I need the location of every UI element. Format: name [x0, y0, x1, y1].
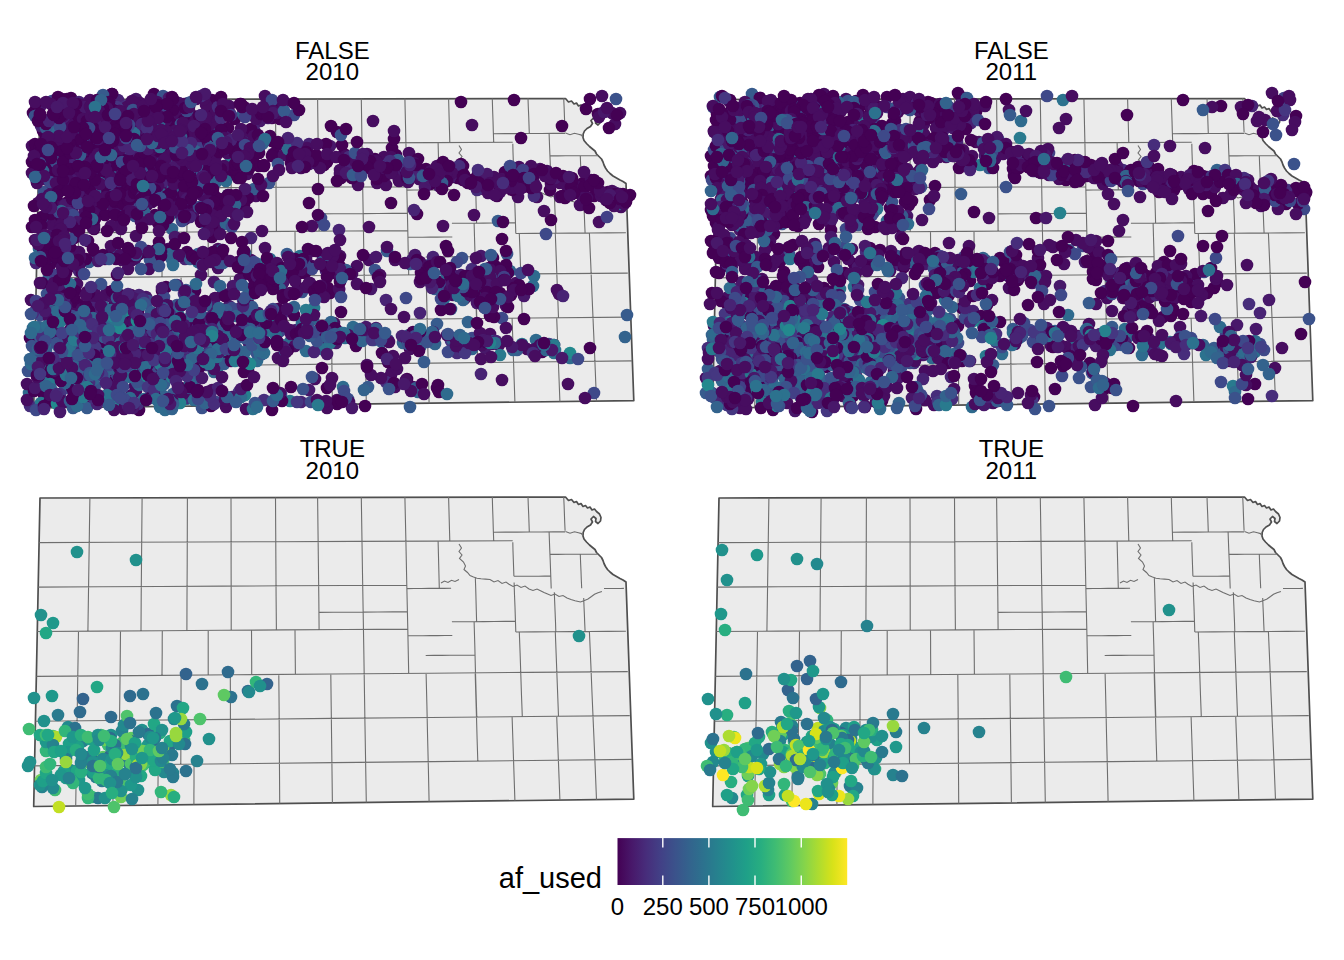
svg-text:2010: 2010	[306, 457, 359, 484]
svg-text:2011: 2011	[985, 457, 1037, 484]
svg-text:2011: 2011	[985, 58, 1037, 85]
svg-text:1000: 1000	[775, 893, 828, 920]
svg-text:0: 0	[611, 893, 624, 920]
svg-text:2010: 2010	[306, 58, 359, 85]
svg-text:750: 750	[735, 893, 775, 920]
svg-text:500: 500	[689, 893, 729, 920]
svg-text:af_used: af_used	[499, 862, 602, 894]
svg-text:250: 250	[643, 893, 683, 920]
